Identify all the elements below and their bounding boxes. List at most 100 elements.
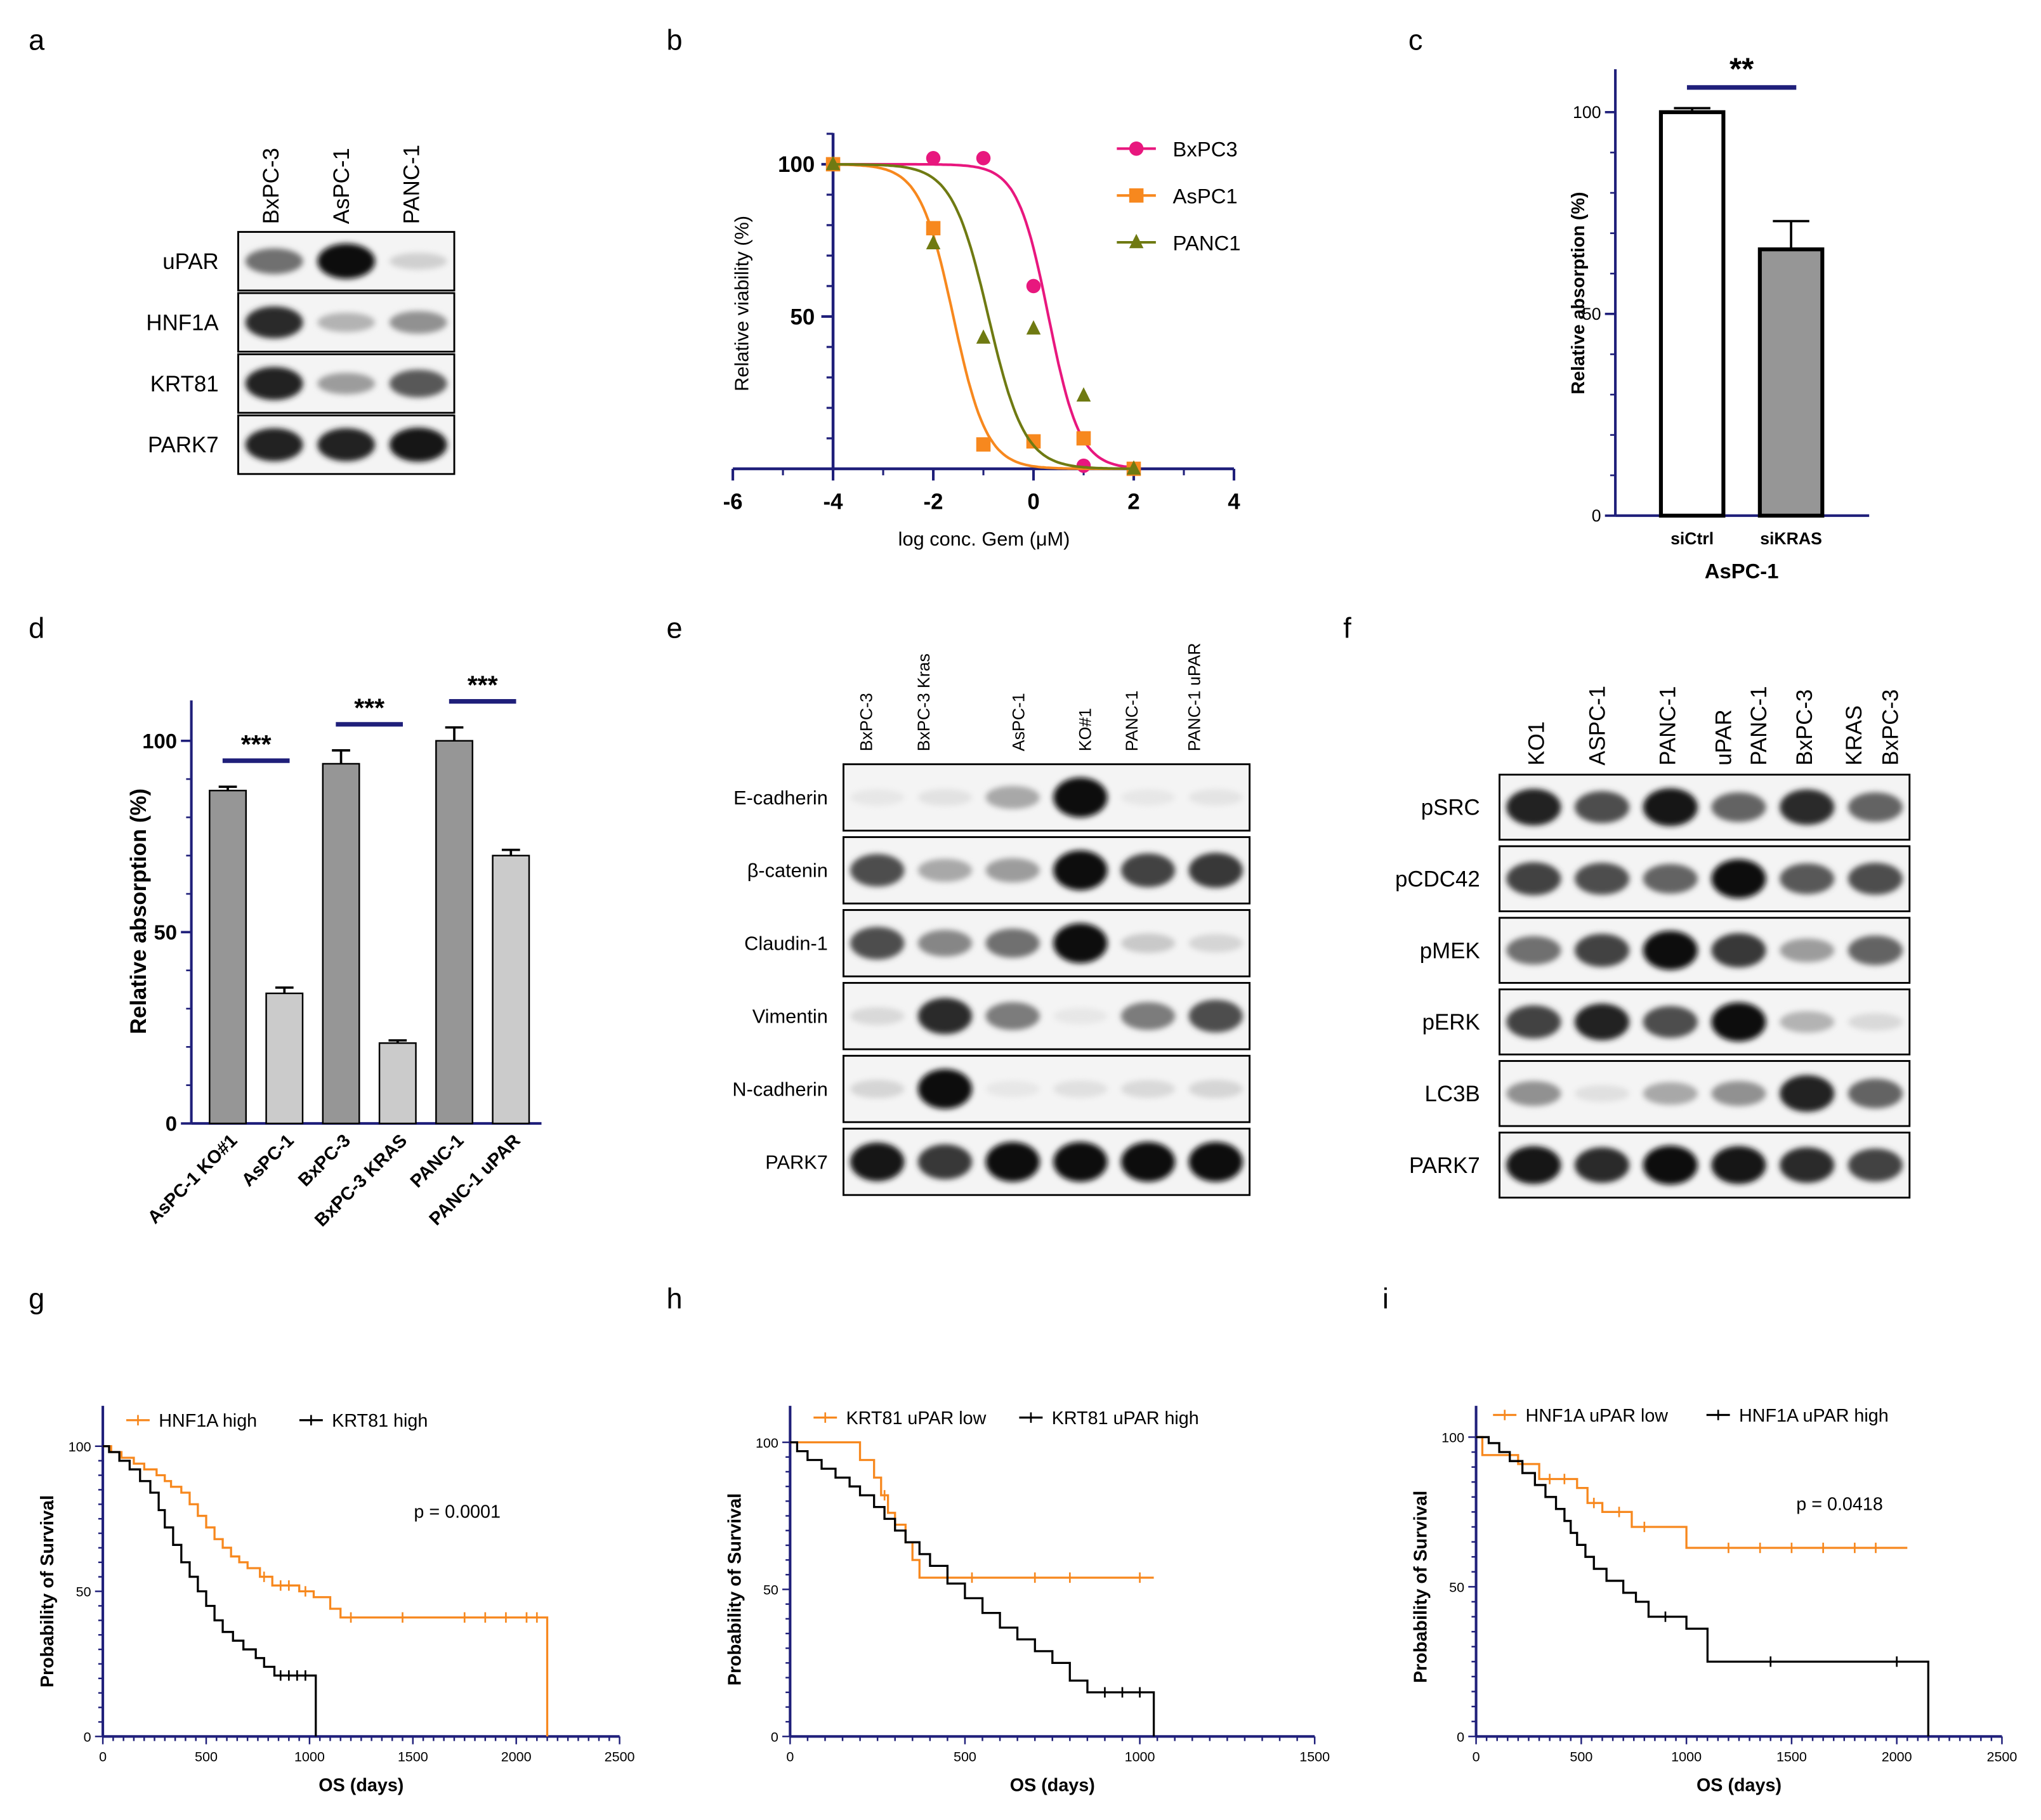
b-point-PANC1 [825,155,841,171]
blot-lane-label: uPAR [1712,709,1736,765]
blot-band [850,789,905,806]
h-y-tick-label: 50 [763,1583,778,1598]
blot-lane-label-line: KO1 [1524,721,1549,766]
i-x-tick-label: 2000 [1882,1749,1912,1764]
g-p-value: p = 0.0001 [414,1502,501,1522]
c-bar [1757,247,1825,518]
g-y-tick-label: 0 [84,1730,91,1745]
h-x-tick-label: 500 [954,1749,976,1764]
d-bar [378,1042,417,1125]
blot-band [1643,788,1698,827]
blot-band [1643,1005,1698,1038]
h-km-curve-a [790,1441,1154,1579]
blot-band [850,927,905,960]
d-significance-stars: *** [241,730,272,759]
blot-strip-pERK [1499,988,1911,1056]
blot-band [1711,792,1766,822]
blot-band [1847,1148,1903,1182]
b-legend-marker-BxPC3 [1129,141,1144,156]
d-bar [435,740,473,1125]
g-x-tick-label: 1500 [398,1749,428,1764]
b-fit-curve-BxPC3 [833,162,1134,469]
blot-row-label: uPAR [162,249,218,274]
d-y-tick-label: 50 [154,920,178,944]
blot-band [917,998,973,1035]
h-x-tick-label: 1500 [1299,1749,1330,1764]
c-x-tick-label: siCtrl [1670,529,1714,548]
blot-lane-label-line: BxPC-3 [857,693,876,751]
blot-row-label: LC3B [1425,1082,1480,1106]
blot-band [1120,1002,1176,1030]
g-km-curve-a [103,1445,549,1737]
b-y-tick-label: 100 [778,152,815,177]
h-km-curve-b [790,1441,1155,1737]
blot-lane-label-line: ASPC-1 [1585,686,1610,766]
i-y-tick-label: 0 [1457,1730,1464,1745]
blot-band [1847,1013,1903,1031]
c-y-tick-label: 0 [1592,506,1601,525]
blot-strip-pCDC42 [1499,845,1911,912]
blot-band [1053,923,1108,964]
blot-band [1643,1145,1698,1185]
blot-lane-label-line: PANC-1 [1747,686,1771,766]
i-legend-label: HNF1A uPAR high [1739,1406,1889,1426]
panel-label-a: a [29,23,45,56]
blot-band [850,1142,905,1181]
g-x-tick-label: 2500 [605,1749,635,1764]
blot-strip-PARK7 [843,1127,1251,1196]
b-x-axis-title: log conc. Gem (μM) [898,528,1070,550]
c-x-tick-label: siKRAS [1760,529,1822,548]
blot-lane-label: BxPC-3 [857,693,876,751]
blot-strip-Vimentin [843,981,1251,1051]
blot-band [1847,935,1903,966]
panel-label-i: i [1382,1282,1389,1314]
blot-lane-label: PANC-1 [1122,690,1141,751]
blot-band [1711,859,1766,899]
blot-band [1711,1081,1766,1106]
blot-row-label: pMEK [1420,938,1480,963]
blot-row-label: pCDC42 [1395,867,1480,891]
d-x-tick-label: AsPC-1 [238,1130,298,1191]
blot-band [389,369,447,398]
blot-strip-β-catenin [843,836,1251,905]
blot-band [245,248,303,274]
blot-band [1847,1078,1903,1109]
panel-c-bar-chart: 0 50 100 Relative absorption (%) siCtrl siKRA… [1568,52,1870,582]
c-y-tick-label: 100 [1573,103,1601,122]
blot-row-label: pSRC [1421,795,1480,820]
blot-band [1780,1011,1835,1033]
blot-row-label: Vimentin [752,1005,828,1027]
blot-band [317,372,376,395]
blot-band [1120,1080,1176,1098]
blot-band [1188,1080,1243,1099]
blot-band [1643,931,1698,970]
d-y-tick-label: 100 [142,729,177,752]
blot-band [1053,1142,1108,1182]
panel-label-g: g [29,1282,44,1314]
blot-band [317,428,376,462]
blot-row-label: N-cadherin [732,1078,827,1100]
c-bar [1658,110,1726,518]
b-legend-label: BxPC3 [1173,138,1238,161]
blot-row-label: PARK7 [765,1151,828,1173]
blot-band [1506,1146,1561,1184]
i-p-value: p = 0.0418 [1796,1494,1883,1514]
blot-band [917,789,973,806]
blot-band [1574,1085,1630,1103]
g-legend-label: HNF1A high [159,1411,257,1431]
blot-lane-label-line: PANC-1 uPAR [1185,643,1204,751]
blot-band [1188,999,1243,1033]
b-y-tick-label: 50 [791,304,815,329]
blot-band [917,1144,973,1180]
blot-band [1711,933,1766,968]
blot-band [1574,933,1630,967]
d-bar [265,992,304,1125]
panel-label-f: f [1343,612,1351,645]
blot-band [1780,938,1835,962]
panel-i-survival-chart: 0 500 1000 1500 2000 2500 0 50 100 OS (days) Proba… [1411,1406,2018,1796]
blot-band [389,252,447,270]
i-x-axis-title: OS (days) [1696,1775,1782,1795]
panel-d-bar-chart: 0 50 100 Relative absorption (%) AsPC-1 KO#1… [126,670,542,1231]
blot-lane-label-line: BxPC-3 [1878,690,1903,766]
b-x-tick-label: -6 [723,490,743,514]
